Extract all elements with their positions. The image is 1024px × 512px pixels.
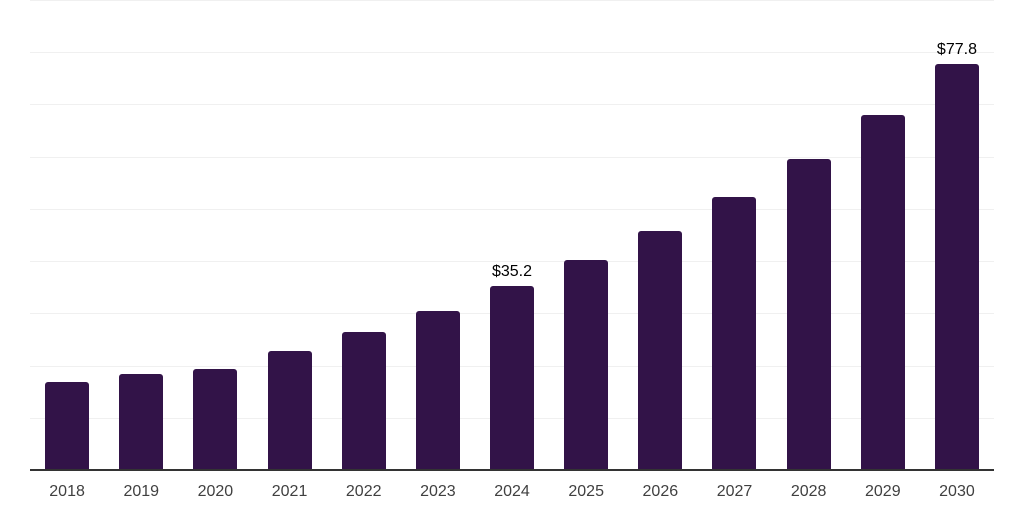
- bar-2019: [119, 374, 164, 470]
- bar-slot-2025: [549, 0, 623, 470]
- bar-2028: [786, 159, 831, 470]
- gridline-60: [30, 156, 994, 158]
- bar-2022: [341, 332, 386, 470]
- x-label-2025: 2025: [568, 483, 604, 500]
- x-label-2019: 2019: [123, 483, 160, 500]
- x-label-2026: 2026: [642, 483, 679, 500]
- bar-2020: [193, 369, 238, 470]
- x-label-2027: 2027: [716, 483, 753, 500]
- plot-area: $35.2 $77.8: [30, 0, 994, 471]
- bar-2026: [638, 231, 683, 470]
- value-label-2024: $35.2: [491, 263, 533, 281]
- x-label-2018: 2018: [49, 483, 85, 500]
- bars-row: $35.2 $77.8: [30, 0, 994, 470]
- x-label-2029: 2029: [865, 483, 901, 500]
- x-label-2024: 2024: [494, 483, 530, 500]
- bar-2025: [564, 260, 609, 470]
- gridline-50: [30, 208, 994, 210]
- bar-2024: [490, 286, 535, 470]
- bar-slot-2022: [327, 0, 401, 470]
- bar-slot-2027: [697, 0, 771, 470]
- bar-2027: [712, 197, 757, 470]
- bar-slot-2028: [772, 0, 846, 470]
- bar-slot-2024: $35.2: [475, 0, 549, 470]
- x-label-2022: 2022: [345, 483, 382, 500]
- x-label-2030: 2030: [939, 483, 975, 500]
- gridline-70: [30, 104, 994, 106]
- x-axis-labels: 2018 2019 2020 2021 2022 2023 2024 2025 2026 2027…: [30, 482, 994, 502]
- x-label-2021: 2021: [271, 483, 308, 500]
- gridline-40: [30, 261, 994, 263]
- bar-2023: [415, 311, 460, 470]
- bar-slot-2026: [623, 0, 697, 470]
- bar-2029: [860, 114, 905, 470]
- bar-slot-2021: [252, 0, 326, 470]
- bar-slot-2019: [104, 0, 178, 470]
- x-label-2020: 2020: [197, 483, 234, 500]
- value-label-2030: $77.8: [936, 40, 977, 58]
- bar-2018: [45, 382, 90, 470]
- x-label-2028: 2028: [790, 483, 827, 500]
- gridline-90: [30, 0, 994, 1]
- bar-slot-2020: [178, 0, 252, 470]
- bar-2030: [934, 63, 979, 470]
- bar-slot-2029: [846, 0, 920, 470]
- bar-slot-2018: [30, 0, 104, 470]
- x-axis-line: [30, 469, 994, 471]
- bar-2021: [267, 350, 312, 470]
- bar-slot-2030: $77.8: [920, 0, 994, 470]
- gridline-80: [30, 52, 994, 54]
- bar-slot-2023: [401, 0, 475, 470]
- x-label-2023: 2023: [420, 483, 456, 500]
